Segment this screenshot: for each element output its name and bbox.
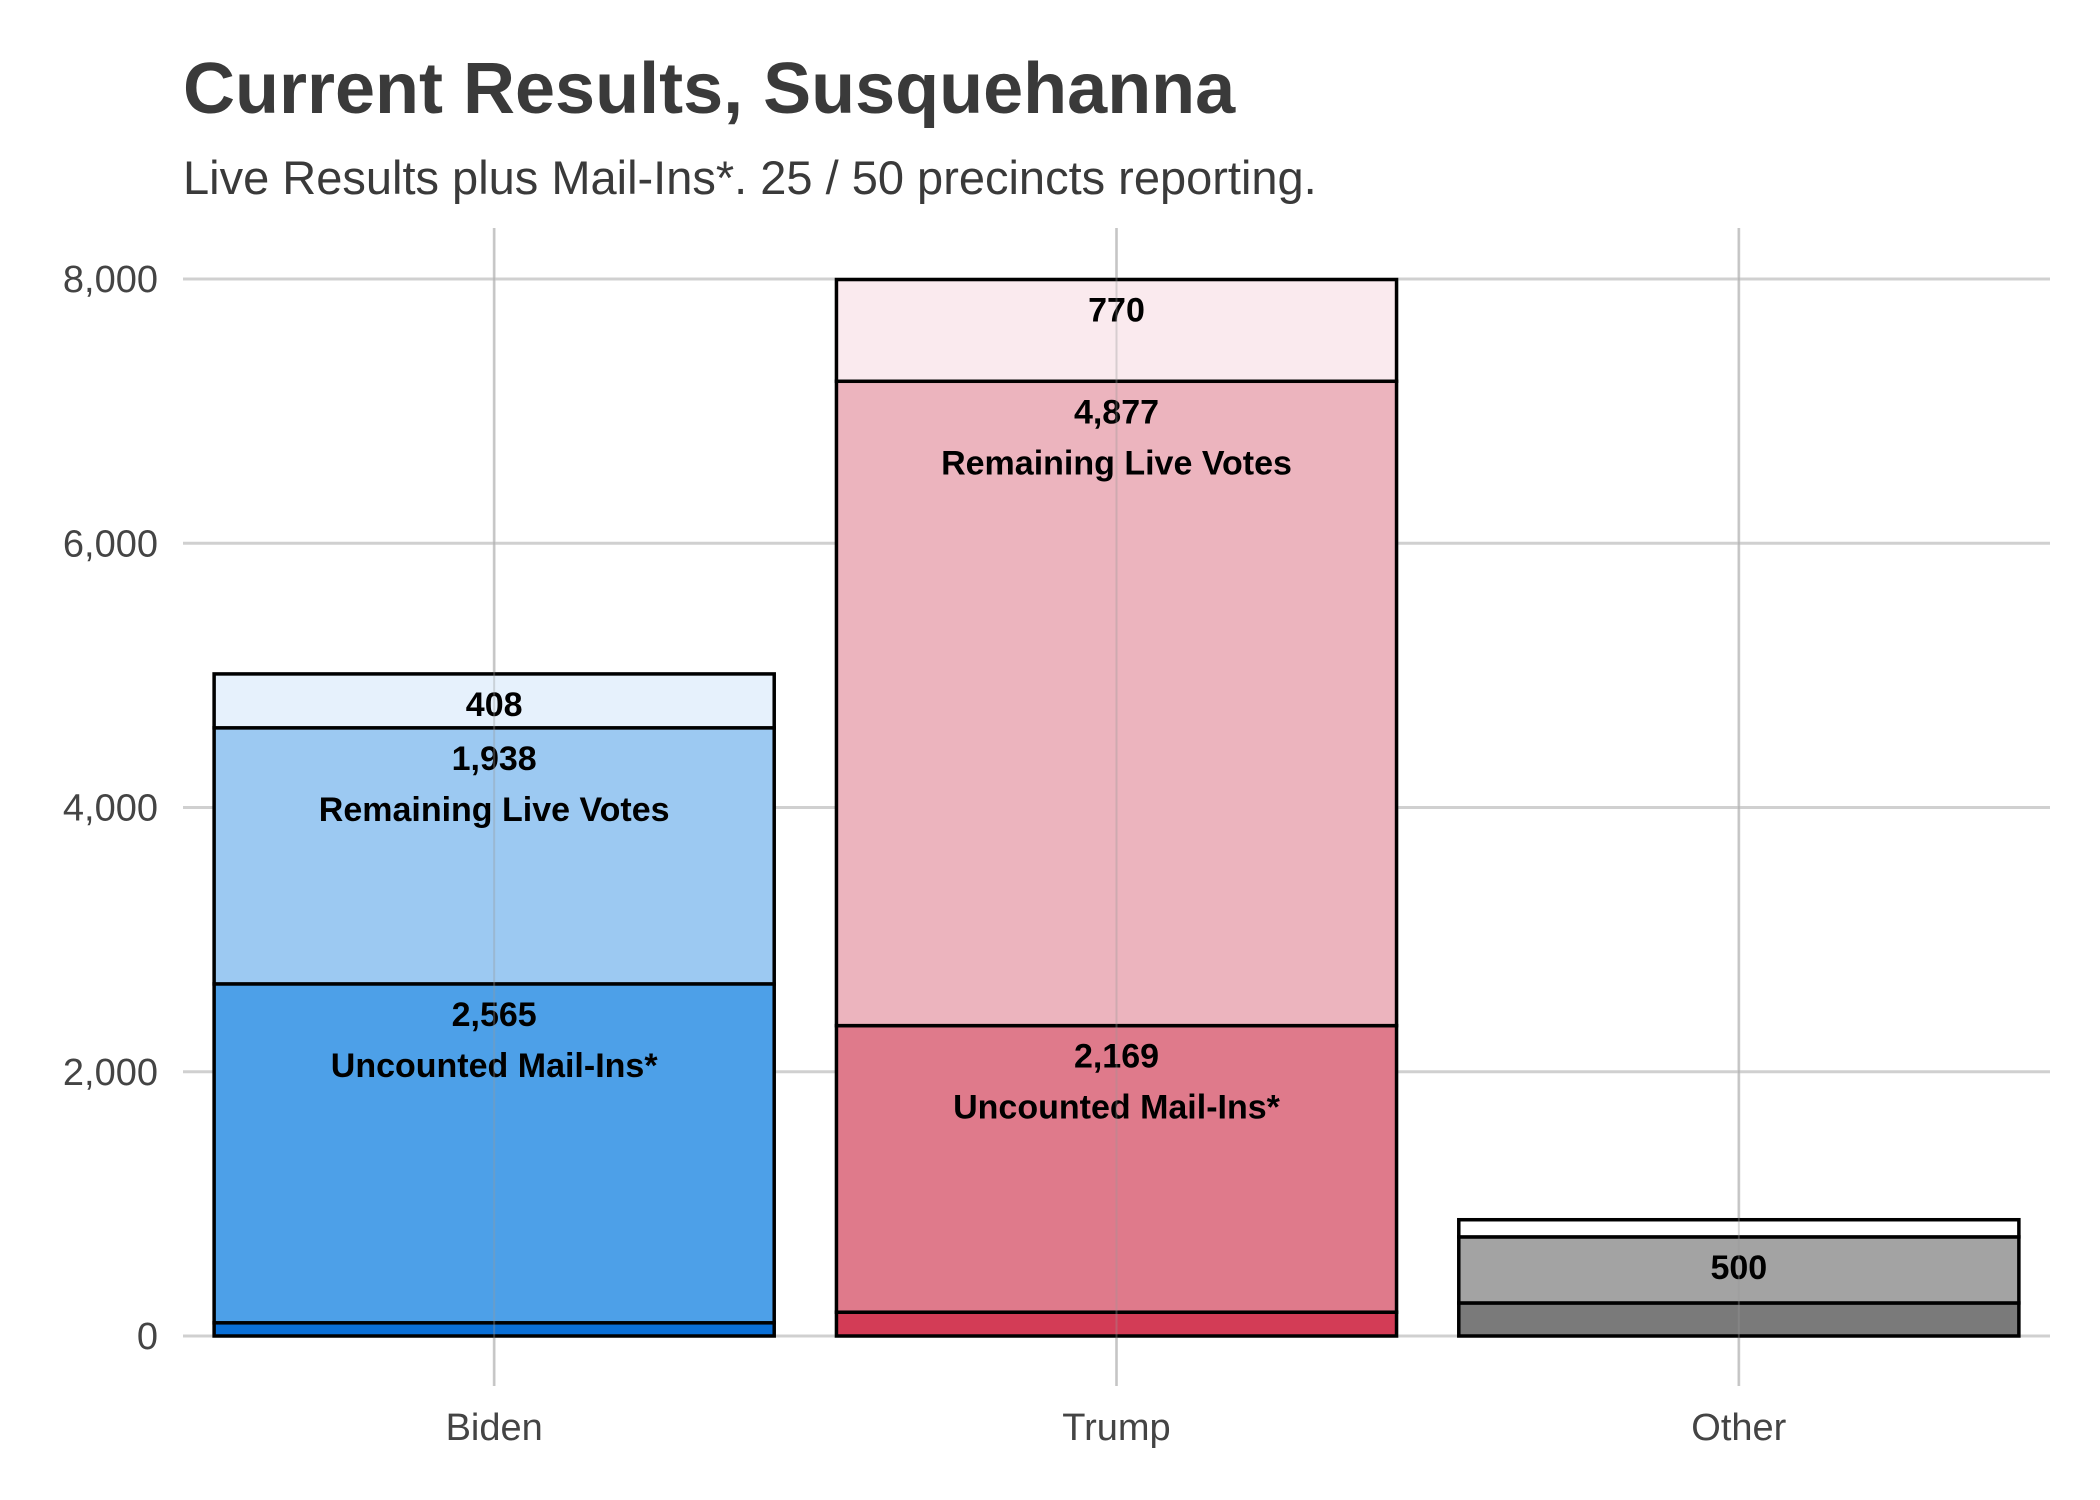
x-tick-label: Biden: [446, 1407, 543, 1449]
axis-labels: 0 2,000 4,000 6,000 8,000 Biden Trump Other: [63, 259, 1787, 1449]
bar-segment-biden-2: [212, 726, 776, 986]
chart-subtitle: Live Results plus Mail-Ins*. 25 / 50 pre…: [183, 151, 1317, 204]
bar-segment-biden-3: [212, 672, 776, 730]
y-tick-label: 2,000: [63, 1052, 158, 1094]
bar-segment-biden-1: [212, 982, 776, 1325]
bar-segment-other-0: [1457, 1301, 2021, 1338]
segment-value-label: 500: [1710, 1249, 1767, 1287]
segment-category-label: Uncounted Mail-Ins*: [331, 1047, 659, 1085]
segment-category-label: Remaining Live Votes: [941, 444, 1292, 482]
segment-value-label: 2,169: [1074, 1038, 1159, 1076]
segment-value-label: 408: [466, 686, 523, 724]
bar-segment-other-2: [1457, 1217, 2021, 1239]
bar-segment-trump-3: [834, 277, 1399, 384]
segment-category-label: Uncounted Mail-Ins*: [953, 1089, 1281, 1127]
bar-segment-trump-2: [834, 379, 1399, 1028]
x-tick-label: Trump: [1062, 1407, 1170, 1449]
segment-category-label: Remaining Live Votes: [319, 791, 670, 829]
bar-segment-other-1: [1457, 1235, 2021, 1305]
segment-labels: 2,565 Uncounted Mail-Ins* 1,938 Remaining L…: [319, 228, 1767, 1386]
segment-value-label: 1,938: [452, 740, 537, 778]
y-tick-label: 8,000: [63, 259, 158, 301]
segment-value-label: 4,877: [1074, 393, 1159, 431]
segment-value-label: 770: [1088, 292, 1145, 330]
y-tick-label: 4,000: [63, 788, 158, 830]
chart-title: Current Results, Susquehanna: [183, 49, 1236, 129]
y-tick-label: 6,000: [63, 523, 158, 565]
bars: [212, 277, 2021, 1338]
segment-value-label: 2,565: [452, 996, 537, 1034]
y-tick-label: 0: [137, 1316, 158, 1358]
bar-segment-trump-1: [834, 1023, 1399, 1314]
x-tick-label: Other: [1691, 1407, 1786, 1449]
